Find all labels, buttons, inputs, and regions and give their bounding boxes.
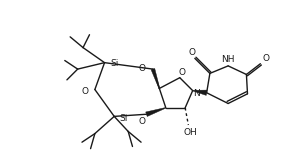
Polygon shape (151, 69, 160, 89)
Text: O: O (262, 54, 269, 63)
Text: O: O (139, 117, 146, 126)
Text: NH: NH (221, 55, 235, 64)
Polygon shape (146, 107, 166, 116)
Text: OH: OH (184, 128, 197, 137)
Text: O: O (178, 68, 186, 77)
Text: O: O (138, 63, 146, 72)
Text: O: O (81, 87, 88, 96)
Text: Si: Si (110, 59, 118, 68)
Text: O: O (188, 49, 195, 57)
Polygon shape (193, 90, 207, 95)
Text: N: N (193, 89, 200, 98)
Text: Si: Si (120, 114, 128, 123)
